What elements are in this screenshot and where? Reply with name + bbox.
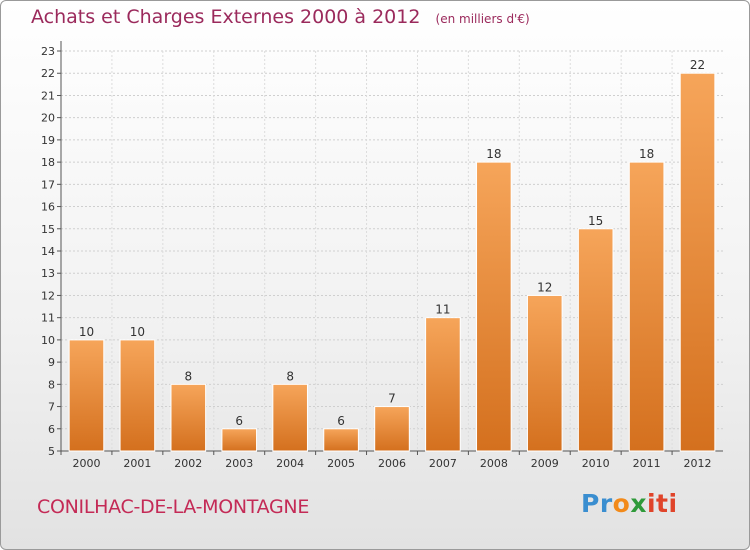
bar xyxy=(221,428,258,452)
y-tick-label: 10 xyxy=(41,334,55,347)
bar xyxy=(425,317,461,452)
proxiti-logo: Proxiti xyxy=(581,489,678,518)
bar-value-label: 6 xyxy=(235,414,243,428)
x-tick-label: 2005 xyxy=(327,457,355,470)
x-tick-label: 2001 xyxy=(123,457,151,470)
y-tick-label: 6 xyxy=(48,423,55,436)
grid-lines xyxy=(61,50,723,452)
bar xyxy=(628,161,665,452)
y-tick-label: 18 xyxy=(41,156,55,169)
x-tick-label: 2008 xyxy=(480,457,508,470)
logo-part: Pr xyxy=(581,489,613,518)
y-tick-label: 12 xyxy=(41,289,55,302)
y-tick-label: 7 xyxy=(48,401,55,414)
x-tick-label: 2010 xyxy=(582,457,610,470)
bar-value-label: 10 xyxy=(79,325,94,339)
y-tick-label: 5 xyxy=(48,445,55,458)
title-row: Achats et Charges Externes 2000 à 2012 (… xyxy=(31,6,530,28)
chart-title: Achats et Charges Externes 2000 à 2012 xyxy=(31,6,421,28)
bar xyxy=(476,161,512,452)
y-tick-label: 14 xyxy=(41,245,55,258)
labels: 5 6 7 8 9 10 11 12 13 14 15 16 17 18 19 20 21 22 23 10 2000 1… xyxy=(41,45,712,470)
y-tick-label: 23 xyxy=(41,45,55,58)
bar-value-label: 18 xyxy=(486,147,501,161)
logo-part: x xyxy=(630,489,647,518)
y-tick-label: 11 xyxy=(41,312,55,325)
bar xyxy=(526,294,563,452)
bar-value-label: 10 xyxy=(130,325,145,339)
y-tick-label: 22 xyxy=(41,67,55,80)
chart-subtitle: (en milliers d'€) xyxy=(435,12,530,26)
y-tick-label: 9 xyxy=(48,356,55,369)
x-tick-label: 2006 xyxy=(378,457,406,470)
bar-value-label: 18 xyxy=(639,147,654,161)
bar-value-label: 7 xyxy=(388,392,396,406)
bar-value-label: 8 xyxy=(286,369,294,383)
x-tick-label: 2009 xyxy=(531,457,559,470)
y-tick-label: 16 xyxy=(41,201,55,214)
y-tick-label: 13 xyxy=(41,267,55,280)
y-tick-label: 19 xyxy=(41,134,55,147)
y-tick-label: 17 xyxy=(41,178,55,191)
y-tick-label: 20 xyxy=(41,112,55,125)
y-tick-label: 15 xyxy=(41,223,55,236)
logo-part: o xyxy=(612,489,631,518)
bar xyxy=(323,428,359,452)
bar-value-label: 15 xyxy=(588,214,603,228)
x-tick-label: 2000 xyxy=(72,457,100,470)
bar xyxy=(68,339,105,452)
y-tick-label: 8 xyxy=(48,378,55,391)
bar-value-label: 12 xyxy=(537,280,552,294)
x-tick-label: 2002 xyxy=(174,457,202,470)
bars xyxy=(68,72,716,452)
x-tick-label: 2003 xyxy=(225,457,253,470)
x-tick-label: 2012 xyxy=(684,457,712,470)
bar xyxy=(119,339,156,452)
bar-value-label: 8 xyxy=(184,369,192,383)
x-tick-label: 2007 xyxy=(429,457,457,470)
x-tick-label: 2004 xyxy=(276,457,304,470)
bar-value-label: 11 xyxy=(435,303,450,317)
bar xyxy=(577,228,614,452)
bar xyxy=(272,383,308,452)
bar-value-label: 6 xyxy=(337,414,345,428)
bar xyxy=(170,383,207,452)
x-tick-label: 2011 xyxy=(633,457,661,470)
bar xyxy=(679,72,716,452)
bar-value-label: 22 xyxy=(690,58,705,72)
logo-part: iti xyxy=(646,489,678,518)
bar xyxy=(374,406,410,452)
commune-name: CONILHAC-DE-LA-MONTAGNE xyxy=(37,496,310,518)
y-tick-label: 21 xyxy=(41,89,55,102)
